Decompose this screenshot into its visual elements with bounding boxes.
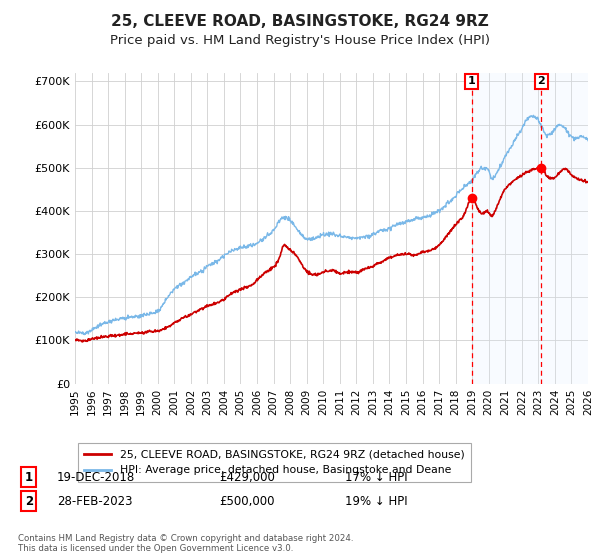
Bar bbox=[472, 73, 588, 384]
Text: 1: 1 bbox=[468, 76, 476, 86]
Text: 19-DEC-2018: 19-DEC-2018 bbox=[57, 470, 135, 484]
Text: Price paid vs. HM Land Registry's House Price Index (HPI): Price paid vs. HM Land Registry's House … bbox=[110, 34, 490, 46]
Text: 2: 2 bbox=[537, 76, 545, 86]
Text: 1: 1 bbox=[25, 470, 33, 484]
Text: 2: 2 bbox=[25, 494, 33, 508]
Text: £500,000: £500,000 bbox=[219, 494, 275, 508]
Text: 17% ↓ HPI: 17% ↓ HPI bbox=[345, 470, 407, 484]
Text: 25, CLEEVE ROAD, BASINGSTOKE, RG24 9RZ: 25, CLEEVE ROAD, BASINGSTOKE, RG24 9RZ bbox=[111, 14, 489, 29]
Text: 19% ↓ HPI: 19% ↓ HPI bbox=[345, 494, 407, 508]
Text: £429,000: £429,000 bbox=[219, 470, 275, 484]
Legend: 25, CLEEVE ROAD, BASINGSTOKE, RG24 9RZ (detached house), HPI: Average price, det: 25, CLEEVE ROAD, BASINGSTOKE, RG24 9RZ (… bbox=[78, 444, 472, 482]
Text: 28-FEB-2023: 28-FEB-2023 bbox=[57, 494, 133, 508]
Text: Contains HM Land Registry data © Crown copyright and database right 2024.
This d: Contains HM Land Registry data © Crown c… bbox=[18, 534, 353, 553]
